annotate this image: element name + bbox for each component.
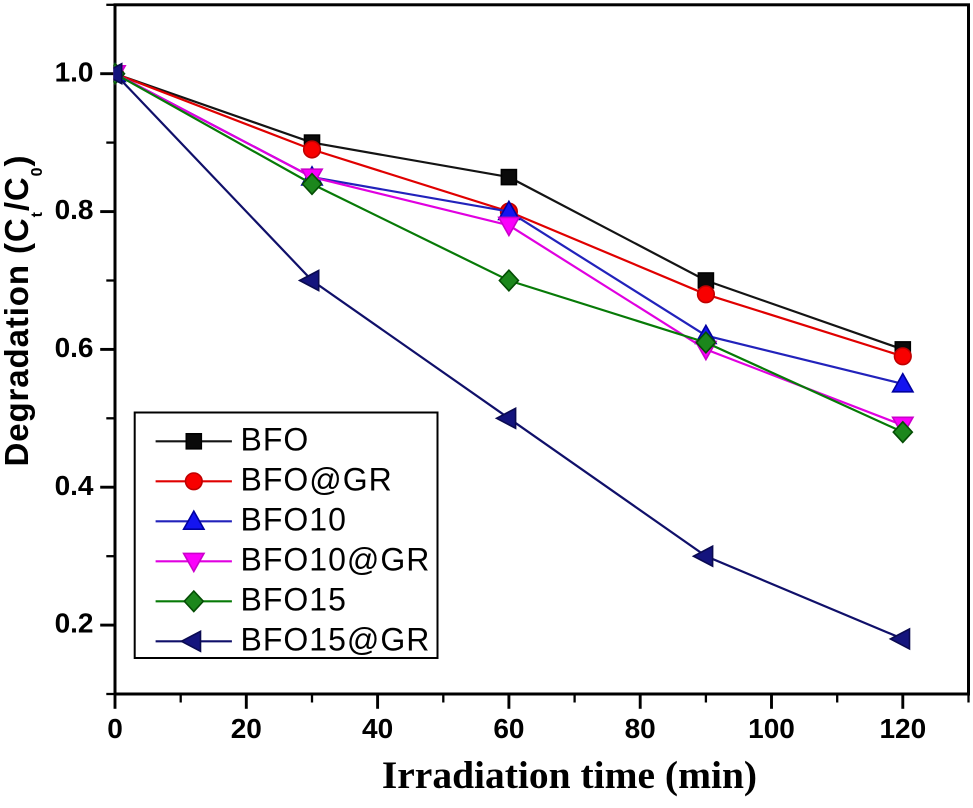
svg-text:BFO10@GR: BFO10@GR <box>241 542 431 578</box>
svg-text:1.0: 1.0 <box>55 56 94 87</box>
svg-text:BFO: BFO <box>241 422 310 458</box>
svg-text:0.2: 0.2 <box>55 608 94 639</box>
svg-text:BFO15@GR: BFO15@GR <box>241 622 431 658</box>
svg-text:0.6: 0.6 <box>55 332 94 363</box>
svg-text:60: 60 <box>493 713 524 744</box>
svg-text:0.8: 0.8 <box>55 194 94 225</box>
svg-text:BFO10: BFO10 <box>241 502 347 538</box>
svg-text:80: 80 <box>625 713 656 744</box>
svg-text:40: 40 <box>362 713 393 744</box>
svg-text:100: 100 <box>748 713 795 744</box>
svg-text:120: 120 <box>879 713 926 744</box>
svg-text:20: 20 <box>231 713 262 744</box>
svg-text:BFO15: BFO15 <box>241 582 347 618</box>
svg-text:0.4: 0.4 <box>55 470 94 501</box>
svg-text:BFO@GR: BFO@GR <box>241 462 393 498</box>
svg-text:Irradiation time (min): Irradiation time (min) <box>382 753 757 797</box>
svg-text:0: 0 <box>107 713 123 744</box>
